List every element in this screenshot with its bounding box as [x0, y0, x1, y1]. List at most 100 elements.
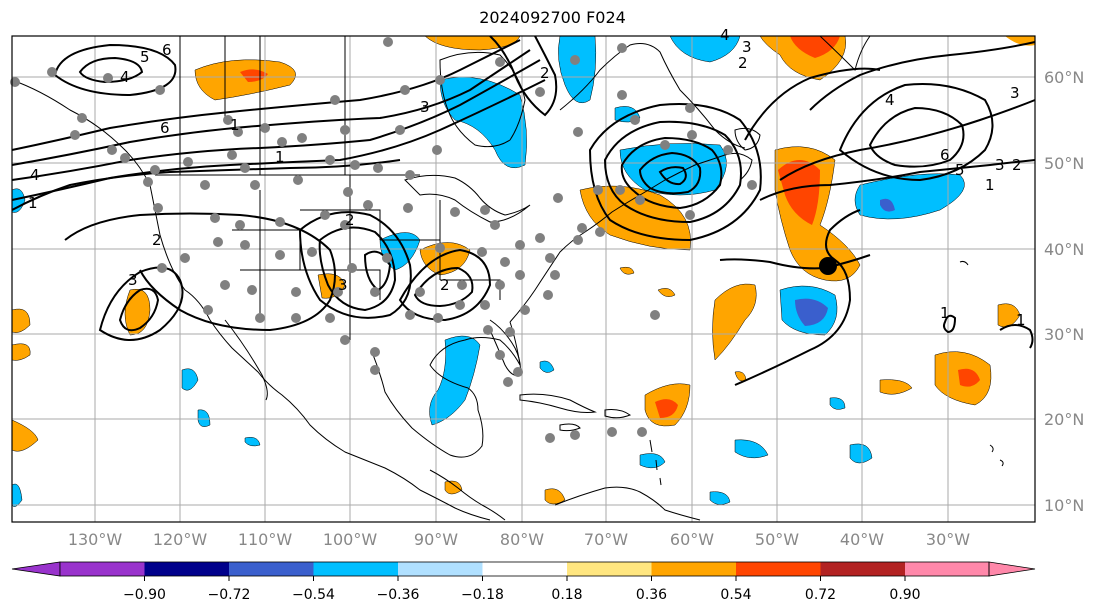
lon-label: 120°W	[153, 530, 208, 549]
cool-patch	[429, 335, 481, 426]
cool-patch	[734, 439, 769, 459]
lon-label: 100°W	[323, 530, 378, 549]
contour-label: 5	[955, 161, 965, 179]
colorbar-tick-label: −0.90	[123, 587, 166, 603]
map-frame	[11, 35, 1036, 523]
cool-patch	[244, 437, 261, 447]
contour-label-group: 5 6 4 6 1 4 1 2 3 2 1 3 2 3 3 2 4 3 2 4 …	[28, 26, 1026, 329]
cool-patch	[11, 483, 23, 507]
lon-label: 30°W	[926, 530, 970, 549]
hot-core	[778, 160, 820, 225]
contour-label: 4	[885, 91, 895, 109]
colorbar-swatch	[398, 562, 483, 576]
colorbar-swatch	[482, 562, 567, 576]
warm-patch	[544, 488, 566, 505]
contour-label: 3	[338, 276, 348, 294]
contour-label: 6	[160, 119, 170, 137]
colorbar-swatch	[60, 562, 145, 576]
cool-patch	[829, 397, 846, 410]
longitude-labels: 130°W 120°W 110°W 100°W 90°W 80°W 70°W 6…	[68, 530, 970, 549]
colorbar-outline	[59, 561, 990, 577]
anomaly-fills	[11, 35, 1035, 507]
colorbar-tick-label: 0.18	[551, 587, 582, 603]
lon-label: 90°W	[414, 530, 458, 549]
map-title: 2024092700 F024	[479, 8, 626, 27]
lon-label: 70°W	[584, 530, 628, 549]
colorbar-swatch	[229, 562, 314, 576]
lat-label: 60°N	[1044, 68, 1084, 87]
contour-label: 3	[995, 156, 1005, 174]
lat-label: 40°N	[1044, 240, 1084, 259]
contour-label: 5	[140, 48, 150, 66]
cool-patch	[11, 188, 26, 213]
warm-patch	[619, 266, 635, 275]
contour-label: 4	[120, 68, 130, 86]
colorbar-tick-label: −0.72	[208, 587, 251, 603]
cyclone-center-marker	[819, 257, 837, 275]
contour-label: 1	[275, 148, 285, 166]
lon-label: 60°W	[670, 530, 714, 549]
contour-label: 2	[540, 64, 550, 82]
contour-label: 3	[128, 271, 138, 289]
contour-label: 1	[230, 116, 240, 134]
colorbar-tick-label: −0.54	[292, 587, 335, 603]
warm-patch	[444, 480, 463, 495]
colorbar-swatch	[144, 562, 229, 576]
hot-core	[655, 399, 678, 418]
warm-patch	[879, 379, 913, 395]
contour-label: 1	[985, 176, 995, 194]
contour-label: 2	[440, 276, 450, 294]
contour-label: 2	[152, 231, 162, 249]
contour-label: 1	[28, 194, 38, 212]
warm-patch	[124, 288, 151, 336]
colorbar-tick-label: 0.72	[805, 587, 836, 603]
contour-label: 6	[940, 146, 950, 164]
cold-core	[880, 198, 895, 212]
cool-patch	[669, 35, 741, 63]
cool-patch	[849, 443, 873, 464]
contour-label: 1	[1016, 311, 1026, 329]
warm-patch	[712, 283, 757, 361]
contour-label: 3	[742, 38, 752, 56]
contour-label: 1	[940, 304, 950, 322]
contour-label: 3	[1010, 84, 1020, 102]
colorbar-swatch	[313, 562, 398, 576]
colorbar-tick-label: 0.54	[720, 587, 751, 603]
warm-patch	[11, 308, 31, 333]
lon-label: 80°W	[500, 530, 544, 549]
lon-label: 50°W	[755, 530, 799, 549]
warm-patch	[11, 343, 31, 361]
colorbar-tick-label: 0.36	[636, 587, 667, 603]
contour-label: 2	[345, 211, 355, 229]
cool-patch	[181, 368, 199, 391]
colorbar-tick-label: −0.18	[461, 587, 504, 603]
warm-patch	[424, 35, 521, 51]
warm-patch	[657, 288, 676, 297]
colorbar-swatch	[905, 562, 989, 576]
contour-label: 6	[162, 41, 172, 59]
warm-patch	[11, 419, 39, 452]
contour-label: 4	[30, 166, 40, 184]
lon-label: 110°W	[238, 530, 293, 549]
colorbar-swatch	[820, 562, 905, 576]
contour-label: 3	[420, 98, 430, 116]
colorbar-tick-label: 0.90	[889, 587, 920, 603]
colorbar-swatch	[567, 562, 652, 576]
hot-core	[790, 36, 840, 58]
colorbar-extend-low	[11, 561, 61, 577]
colorbar-extend-high	[988, 561, 1036, 577]
colorbar-swatch	[736, 562, 821, 576]
cool-patch	[709, 491, 731, 505]
contour-label: 2	[1012, 156, 1022, 174]
contour-label: 2	[738, 54, 748, 72]
colorbar-swatch	[651, 562, 736, 576]
cool-patch	[539, 360, 555, 373]
cool-patch	[197, 409, 211, 427]
cool-patch	[639, 453, 666, 469]
lat-label: 30°N	[1044, 325, 1084, 344]
colorbar: −0.90 −0.72 −0.54 −0.36 −0.18 0.18 0.36 …	[11, 561, 1036, 603]
lat-label: 50°N	[1044, 154, 1084, 173]
lat-label: 20°N	[1044, 410, 1084, 429]
cold-core	[795, 298, 828, 326]
